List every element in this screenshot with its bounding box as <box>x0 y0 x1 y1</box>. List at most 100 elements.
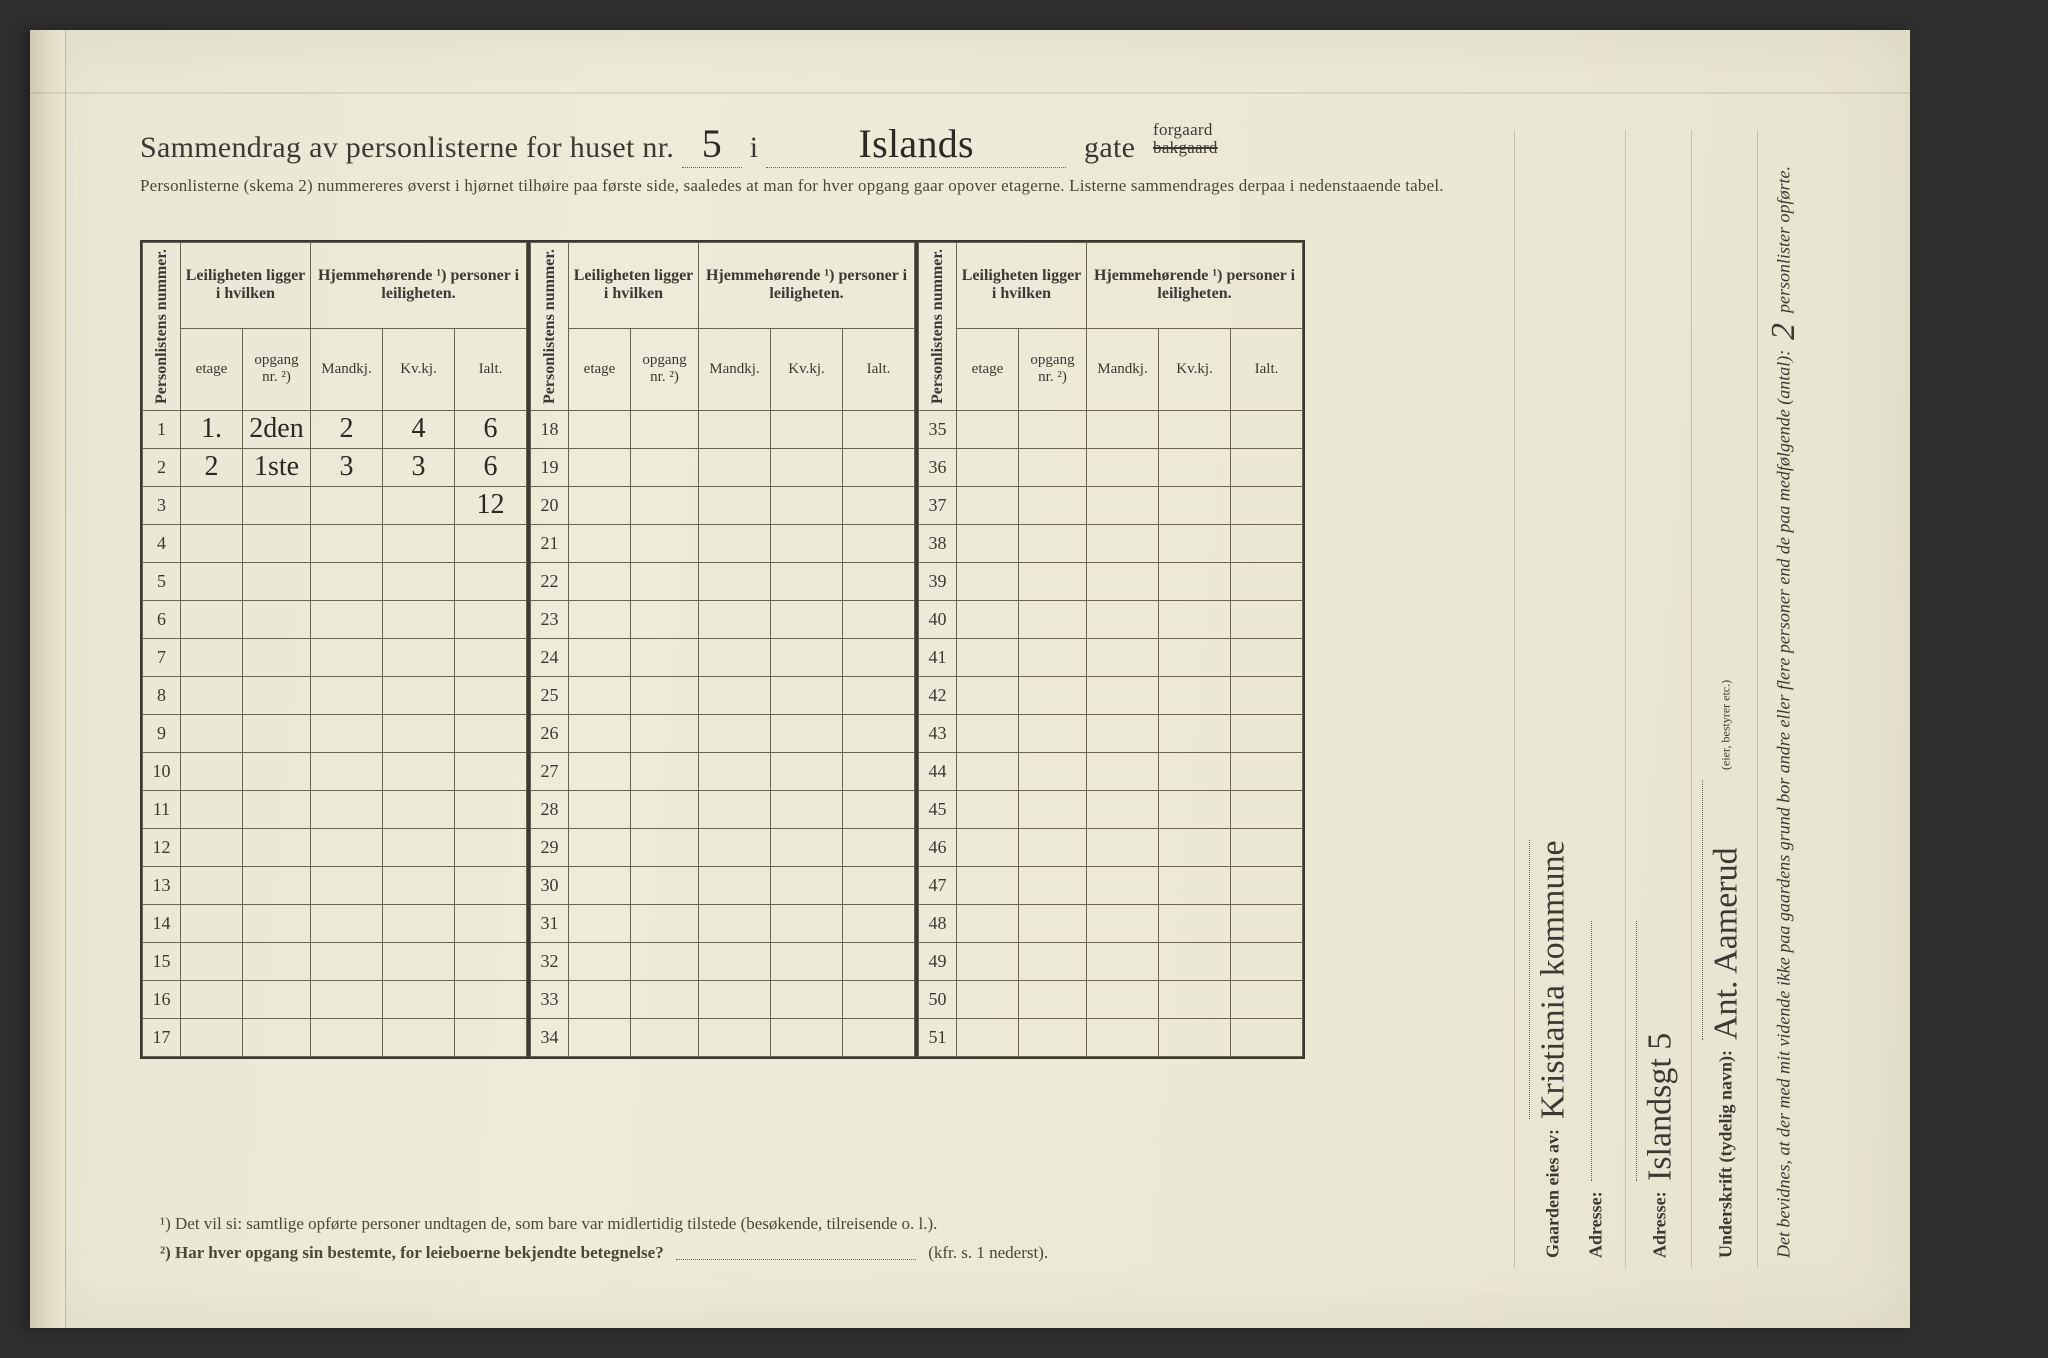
cell-kvkj <box>1159 448 1231 486</box>
attestation-text: Det bevidnes, at der med mit vidende ikk… <box>1774 350 1795 1258</box>
row-number: 28 <box>531 790 569 828</box>
cell-kvkj <box>1159 1018 1231 1056</box>
col-group-hjemmehorende: Hjemmehørende ¹) personer i leiligheten. <box>311 243 527 329</box>
table-row: 38 <box>919 524 1303 562</box>
cell-etage <box>957 524 1019 562</box>
footnote-2-dots <box>676 1259 916 1260</box>
cell-ialt <box>455 524 527 562</box>
cell-etage <box>569 410 631 448</box>
table-row: 30 <box>531 866 915 904</box>
cell-etage <box>957 904 1019 942</box>
cell-opgang <box>1019 790 1087 828</box>
col-mandkj: Mandkj. <box>311 328 383 410</box>
cell-etage <box>957 1018 1019 1056</box>
cell-mandkj <box>311 790 383 828</box>
cell-mandkj <box>699 752 771 790</box>
cell-mandkj <box>699 790 771 828</box>
table-row: 8 <box>143 676 527 714</box>
cell-etage <box>181 904 243 942</box>
table-block: Personlistens nummer.Leiligheten ligger … <box>528 240 916 1059</box>
table-row: 7 <box>143 638 527 676</box>
cell-etage <box>569 752 631 790</box>
cell-etage <box>181 828 243 866</box>
cell-opgang <box>631 1018 699 1056</box>
row-number: 12 <box>143 828 181 866</box>
col-group-leilighet: Leiligheten ligger i hvilken <box>957 243 1087 329</box>
summary-tables: Personlistens nummer.Leiligheten ligger … <box>140 240 1305 1059</box>
cell-ialt <box>1231 524 1303 562</box>
cell-opgang <box>1019 866 1087 904</box>
row-number: 51 <box>919 1018 957 1056</box>
underskrift-label: Underskrift (tydelig navn): <box>1716 1050 1737 1258</box>
cell-kvkj <box>771 562 843 600</box>
table-row: 39 <box>919 562 1303 600</box>
cell-ialt <box>1231 828 1303 866</box>
cell-mandkj <box>1087 980 1159 1018</box>
row-number: 27 <box>531 752 569 790</box>
col-opgang: opgang nr. ²) <box>243 328 311 410</box>
cell-ialt <box>843 714 915 752</box>
cell-kvkj <box>771 410 843 448</box>
cell-kvkj: 3 <box>383 448 455 486</box>
cell-ialt <box>455 790 527 828</box>
table-row: 36 <box>919 448 1303 486</box>
cell-ialt <box>455 942 527 980</box>
sidebar-divider <box>1625 130 1626 1268</box>
cell-ialt <box>843 980 915 1018</box>
row-number: 1 <box>143 410 181 448</box>
row-number: 10 <box>143 752 181 790</box>
cell-ialt <box>1231 638 1303 676</box>
cell-etage <box>569 638 631 676</box>
sidebar-divider <box>1691 130 1692 1268</box>
street-name: Islands <box>766 120 1066 168</box>
col-ialt: Ialt. <box>455 328 527 410</box>
cell-opgang <box>631 980 699 1018</box>
cell-kvkj <box>771 980 843 1018</box>
cell-mandkj <box>1087 714 1159 752</box>
table-row: 50 <box>919 980 1303 1018</box>
cell-ialt <box>1231 448 1303 486</box>
cell-opgang <box>631 828 699 866</box>
cell-etage <box>957 866 1019 904</box>
cell-opgang <box>243 752 311 790</box>
cell-kvkj <box>1159 980 1231 1018</box>
cell-etage <box>181 752 243 790</box>
table-row: 11.2den246 <box>143 410 527 448</box>
cell-kvkj <box>383 676 455 714</box>
cell-kvkj <box>771 524 843 562</box>
row-number: 18 <box>531 410 569 448</box>
row-number: 46 <box>919 828 957 866</box>
cell-opgang <box>631 524 699 562</box>
cell-etage <box>957 714 1019 752</box>
col-ialt: Ialt. <box>843 328 915 410</box>
row-number: 2 <box>143 448 181 486</box>
table-row: 23 <box>531 600 915 638</box>
cell-kvkj <box>1159 524 1231 562</box>
cell-opgang <box>1019 904 1087 942</box>
cell-mandkj <box>1087 828 1159 866</box>
adresse2-label: Adresse: <box>1586 1191 1607 1258</box>
col-kvkj: Kv.kj. <box>1159 328 1231 410</box>
cell-ialt <box>843 790 915 828</box>
cell-ialt <box>843 410 915 448</box>
col-mandkj: Mandkj. <box>699 328 771 410</box>
row-number: 17 <box>143 1018 181 1056</box>
cell-opgang <box>243 942 311 980</box>
table-row: 19 <box>531 448 915 486</box>
cell-opgang <box>1019 410 1087 448</box>
cell-mandkj <box>699 828 771 866</box>
row-number: 30 <box>531 866 569 904</box>
table-block: Personlistens nummer.Leiligheten ligger … <box>916 240 1305 1059</box>
cell-mandkj <box>699 676 771 714</box>
cell-ialt <box>843 562 915 600</box>
cell-mandkj <box>311 714 383 752</box>
owner-address-column: Adresse: <box>1572 130 1620 1268</box>
cell-ialt <box>843 676 915 714</box>
cell-ialt <box>455 714 527 752</box>
cell-opgang <box>243 866 311 904</box>
row-number: 42 <box>919 676 957 714</box>
cell-mandkj <box>311 942 383 980</box>
census-table: Personlistens nummer.Leiligheten ligger … <box>142 242 527 1057</box>
adresse-value: Islandsgt 5 <box>1642 1033 1680 1181</box>
cell-etage <box>181 562 243 600</box>
